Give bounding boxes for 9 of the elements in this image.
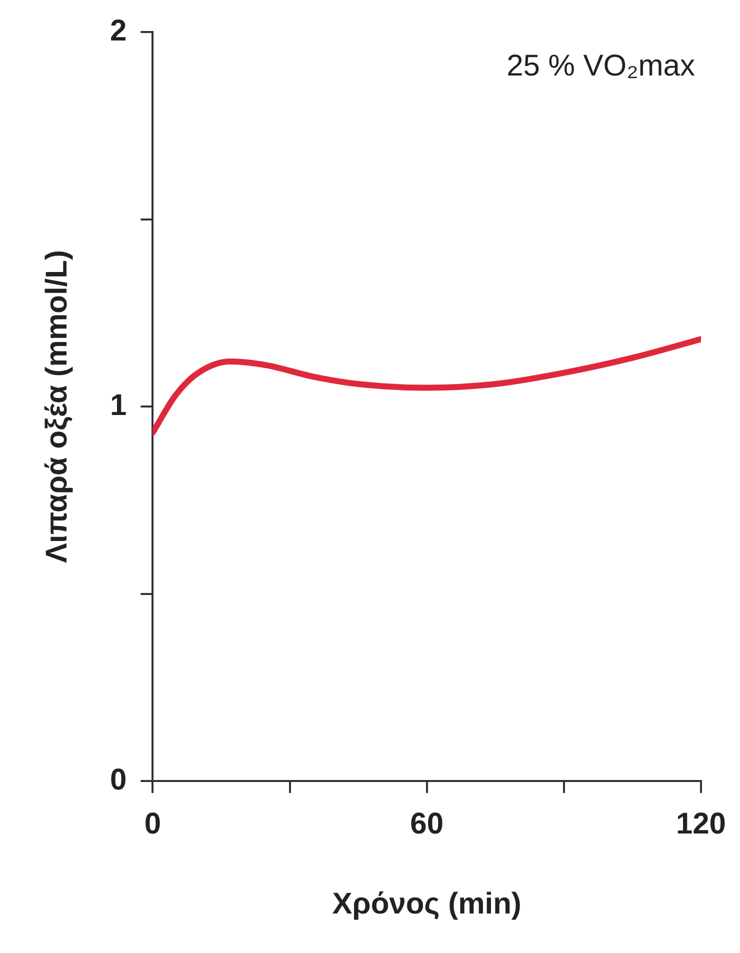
y-tick-label: 0 xyxy=(110,763,127,796)
x-tick-label: 0 xyxy=(144,807,162,840)
y-axis-title: Λιπαρά οξέα (mmol/L) xyxy=(40,250,74,563)
annotation: 25 % VO₂max xyxy=(506,49,695,82)
y-tick-label: 1 xyxy=(110,388,127,422)
y-tick-label: 2 xyxy=(110,14,127,48)
x-tick-label: 60 xyxy=(410,807,444,840)
x-tick-label: 120 xyxy=(676,807,726,840)
x-axis-title: Χρόνος (min) xyxy=(332,887,522,920)
